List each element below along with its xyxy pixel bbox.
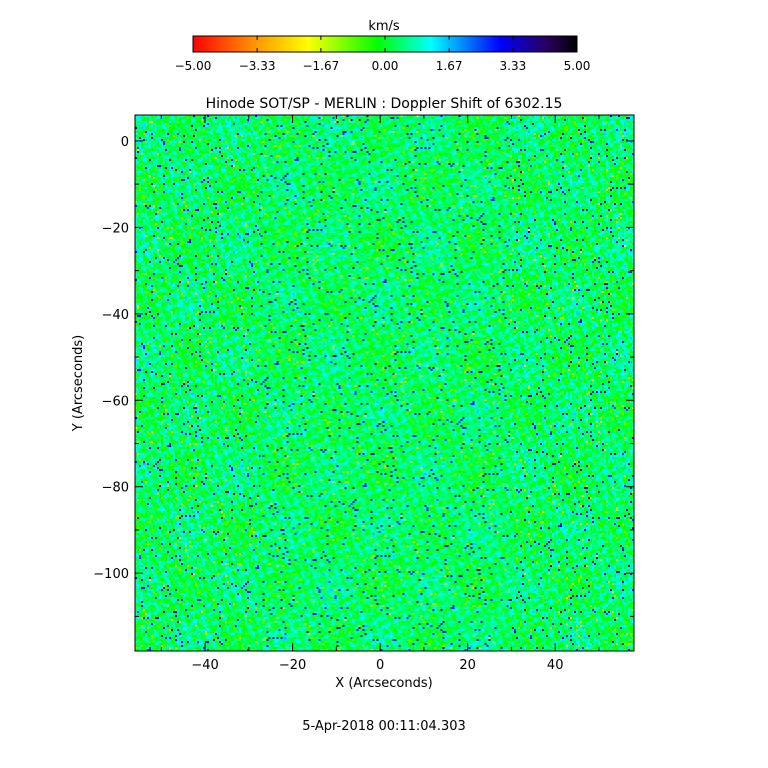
colorbar-tick-label: 0.00 xyxy=(372,59,399,73)
colorbar-label: km/s xyxy=(368,19,400,34)
x-tick-label: 20 xyxy=(459,658,476,673)
y-tick-label: 0 xyxy=(121,135,129,150)
plot-frame xyxy=(134,114,635,652)
x-tick-label: −40 xyxy=(191,658,218,673)
y-tick-label: −60 xyxy=(102,394,129,409)
observation-timestamp: 5-Apr-2018 00:11:04.303 xyxy=(302,719,466,734)
colorbar-tick-label: 5.00 xyxy=(564,59,591,73)
colorbar-tick-label: 1.67 xyxy=(436,59,463,73)
colorbar-tick-label: −5.00 xyxy=(175,59,212,73)
plot-area xyxy=(134,114,635,652)
y-tick-label: −40 xyxy=(102,308,129,323)
colorbar: km/s −5.00 −3.33 −1.67 0.00 1.67 3.33 5.00 xyxy=(175,19,591,73)
y-tick-label: −80 xyxy=(102,481,129,496)
x-tick-label: 0 xyxy=(376,658,384,673)
colorbar-tick-label: −3.33 xyxy=(239,59,276,73)
x-axis-ticks: −40 −20 0 20 40 xyxy=(160,115,600,673)
doppler-heatmap xyxy=(135,115,634,651)
chart-title: Hinode SOT/SP - MERLIN : Doppler Shift o… xyxy=(206,96,563,112)
y-tick-label: −100 xyxy=(93,567,129,582)
x-axis-label: X (Arcseconds) xyxy=(335,676,432,691)
x-tick-label: 40 xyxy=(547,658,564,673)
y-tick-label: −20 xyxy=(102,221,129,236)
y-axis-ticks: 0 −20 −40 −60 −80 −100 xyxy=(93,135,634,617)
y-axis-label: Y (Arcseconds) xyxy=(71,335,86,432)
x-tick-label: −20 xyxy=(279,658,306,673)
colorbar-tick-label: 3.33 xyxy=(500,59,527,73)
colorbar-tick-label: −1.67 xyxy=(302,59,339,73)
colorbar-ticks: −5.00 −3.33 −1.67 0.00 1.67 3.33 5.00 xyxy=(175,36,591,73)
